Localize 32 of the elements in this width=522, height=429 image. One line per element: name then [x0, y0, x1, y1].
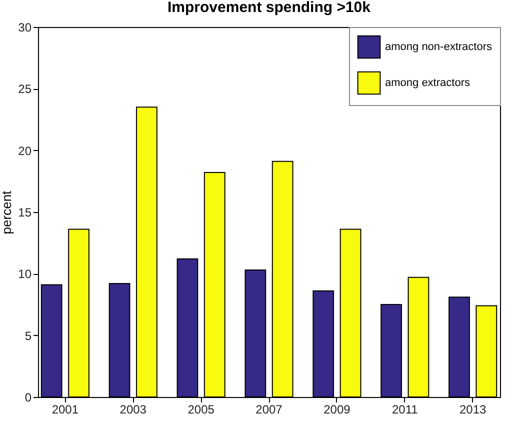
- bar: [340, 228, 362, 398]
- bar: [40, 284, 62, 398]
- y-tick-label: 10: [18, 267, 32, 282]
- bar: [68, 228, 90, 398]
- bar: [176, 258, 198, 398]
- bar: [312, 290, 334, 398]
- bar: [408, 276, 430, 398]
- bar: [244, 269, 266, 398]
- y-tick-label: 30: [18, 20, 32, 34]
- bar: [272, 160, 294, 398]
- bar: [476, 305, 498, 398]
- bar: [204, 172, 226, 398]
- x-tick-label: 2001: [52, 402, 79, 416]
- bar: [136, 106, 158, 398]
- chart-title: Improvement spending >10k: [168, 0, 372, 16]
- x-tick-label: 2005: [188, 402, 215, 416]
- x-tick-label: 2003: [120, 402, 147, 416]
- x-tick-label: 2013: [459, 402, 486, 416]
- y-tick-label: 0: [24, 390, 32, 404]
- x-tick-label: 2009: [324, 402, 351, 416]
- y-tick-label: 20: [18, 144, 32, 158]
- x-tick-label: 2007: [256, 402, 283, 416]
- bar: [108, 283, 130, 398]
- x-tick-label: 2011: [392, 402, 418, 416]
- y-tick-label: 5: [24, 328, 32, 343]
- bar: [448, 296, 470, 398]
- bar: [380, 304, 402, 398]
- y-axis-title: percent: [0, 190, 14, 234]
- y-tick-label: 15: [18, 206, 32, 220]
- legend-label: among non-extractors: [385, 41, 492, 53]
- legend-label: among extractors: [385, 77, 470, 89]
- y-tick-label: 25: [18, 82, 32, 96]
